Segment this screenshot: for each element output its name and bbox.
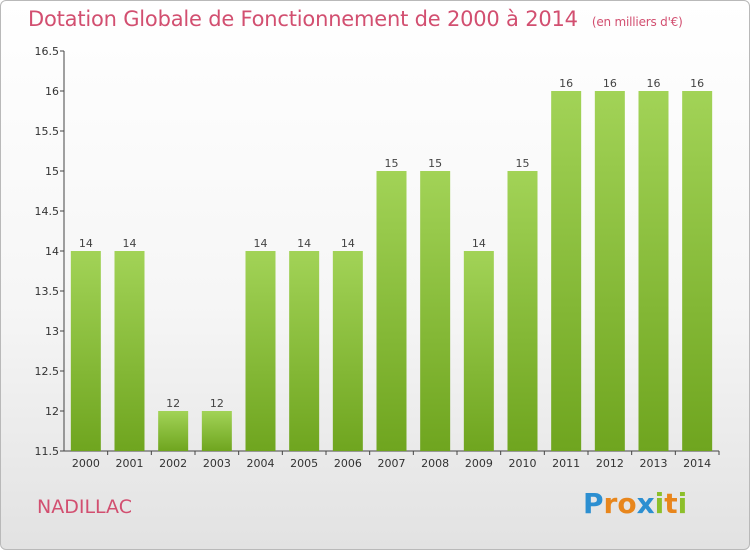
y-tick-label: 13 <box>45 325 59 338</box>
logo-letter: t <box>664 487 678 520</box>
logo-letter: r <box>603 487 618 520</box>
data-label-2014: 16 <box>690 77 704 90</box>
proxiti-logo: Proxiti <box>583 487 687 520</box>
data-label-2003: 12 <box>210 397 224 410</box>
bar-2007 <box>376 171 407 451</box>
unit-note: (en milliers d'€) <box>591 15 683 29</box>
logo-letter: i <box>654 487 665 520</box>
x-tick-label-2004: 2004 <box>247 457 275 470</box>
data-label-2011: 16 <box>559 77 573 90</box>
x-tick-label-2005: 2005 <box>290 457 318 470</box>
data-label-2008: 15 <box>428 157 442 170</box>
x-tick-label-2008: 2008 <box>421 457 449 470</box>
bar-2013 <box>638 91 669 451</box>
x-tick-label-2012: 2012 <box>596 457 624 470</box>
logo-letter: x <box>636 487 655 520</box>
data-label-2012: 16 <box>603 77 617 90</box>
data-label-2005: 14 <box>297 237 311 250</box>
data-label-2013: 16 <box>647 77 661 90</box>
logo-letter: o <box>617 487 637 520</box>
bar-2002 <box>158 411 189 451</box>
bar-2014 <box>682 91 713 451</box>
x-tick-label-2013: 2013 <box>640 457 668 470</box>
bar-2004 <box>245 251 276 451</box>
x-tick-label-2000: 2000 <box>72 457 100 470</box>
x-tick-label-2003: 2003 <box>203 457 231 470</box>
logo-letter: i <box>677 487 688 520</box>
x-tick-label-2011: 2011 <box>552 457 580 470</box>
x-tick-label-2001: 2001 <box>116 457 144 470</box>
x-tick-label-2006: 2006 <box>334 457 362 470</box>
bars: 14 14 12 12 14 14 14 15 15 14 15 16 16 16 16 <box>70 77 713 451</box>
bar-2003 <box>201 411 232 451</box>
axes: 11.5 12 12.5 13 13.5 14 14.5 15 15.5 16 16.5 2000 20… <box>35 45 720 470</box>
data-label-2007: 15 <box>385 157 399 170</box>
bar-2006 <box>332 251 363 451</box>
bar-2009 <box>463 251 494 451</box>
logo-letter: P <box>583 487 604 520</box>
y-tick-label: 15.5 <box>35 125 60 138</box>
y-tick-label: 12 <box>45 405 59 418</box>
x-tick-label-2009: 2009 <box>465 457 493 470</box>
y-tick-label: 14.5 <box>35 205 60 218</box>
bar-2011 <box>551 91 582 451</box>
y-tick-label: 16.5 <box>35 45 60 58</box>
data-label-2009: 14 <box>472 237 486 250</box>
y-tick-label: 11.5 <box>35 445 60 458</box>
data-label-2002: 12 <box>166 397 180 410</box>
bar-2005 <box>289 251 320 451</box>
x-tick-label-2002: 2002 <box>159 457 187 470</box>
data-label-2006: 14 <box>341 237 355 250</box>
x-tick-label-2010: 2010 <box>509 457 537 470</box>
y-tick-label: 12.5 <box>35 365 60 378</box>
y-tick-label: 14 <box>45 245 59 258</box>
data-label-2010: 15 <box>516 157 530 170</box>
data-label-2001: 14 <box>123 237 137 250</box>
y-tick-label: 13.5 <box>35 285 60 298</box>
bar-2001 <box>114 251 145 451</box>
x-tick-label-2007: 2007 <box>378 457 406 470</box>
y-tick-label: 15 <box>45 165 59 178</box>
data-label-2000: 14 <box>79 237 93 250</box>
y-tick-label: 16 <box>45 85 59 98</box>
bar-2012 <box>594 91 625 451</box>
commune-name: NADILLAC <box>37 496 132 518</box>
chart-title: Dotation Globale de Fonctionnement de 20… <box>28 7 683 31</box>
bar-2010 <box>507 171 538 451</box>
bar-2008 <box>420 171 451 451</box>
bar-2000 <box>70 251 101 451</box>
x-tick-label-2014: 2014 <box>683 457 711 470</box>
data-label-2004: 14 <box>254 237 268 250</box>
